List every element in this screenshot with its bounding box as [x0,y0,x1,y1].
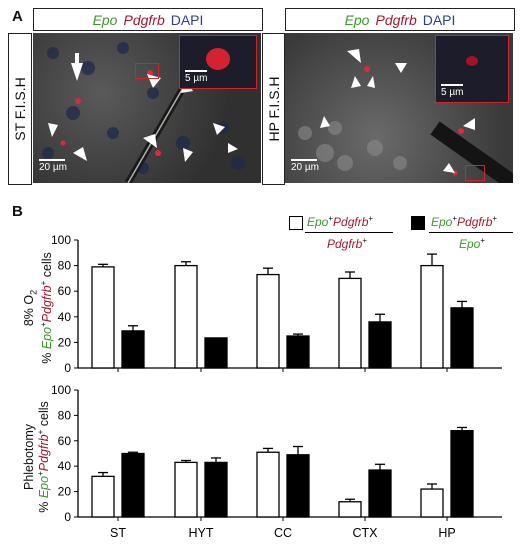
st-micrograph: 5 µm 20 µm [33,33,261,183]
legend-black-numerator: Epo+Pdgfrb+ [431,214,498,229]
chart1-bar-ST-s1 [121,452,145,518]
hp-inset-box [465,165,485,181]
chart1-bar-CTX-s1 [368,469,392,518]
legend-black-swatch [411,216,425,230]
chart1-bar-CC-s0 [256,451,280,518]
hp-micrograph: 5 µm 20 µm [285,33,513,183]
hp-inset-scale: 5 µm [441,84,463,98]
st-inset: 5 µm [179,35,257,89]
chart0-bar-CTX-s1 [368,321,392,369]
chart0-bar-ST-s1 [121,330,145,369]
hp-scale: 20 µm [291,159,319,173]
left-vertical-label: ST F.I.S.H [8,33,32,185]
caption-epo-right: Epo [344,11,370,28]
chart1-ytick-label-100: 100 [51,383,71,397]
chart0-bar-ST-s0 [91,266,115,369]
chart0-ytick-label-40: 40 [58,310,72,324]
chart1-ytick-label-60: 60 [58,434,72,448]
chart0-bar-HYT-s0 [174,264,198,369]
chart0-ytick-label-100: 100 [51,233,71,247]
st-inset-cell [206,48,230,70]
chart1-bar-HYT-s1 [204,461,228,518]
chart0-bar-CTX-s0 [338,277,362,369]
legend-white-denominator: Pdgfrb+ [327,236,368,251]
xtick-label-CTX: CTX [353,526,379,540]
chart0-bar-HYT-s1 [204,337,228,369]
chart0-ytick-label-60: 60 [58,284,72,298]
hp-inset-cell [466,56,478,66]
legend-white-swatch [289,216,303,230]
right-caption: Epo Pdgfrb DAPI [285,8,515,31]
xtick-label-HYT: HYT [189,526,214,540]
panel-a-letter: A [12,8,23,25]
chart0-bar-CC-s1 [286,335,310,369]
legend-black-fraction-bar [429,232,513,233]
legend-white-fraction-bar [305,232,393,233]
hp-micrograph-art [298,49,513,183]
chart0-ytick-label-20: 20 [58,335,72,349]
chart0-ytick-label-80: 80 [58,259,72,273]
st-inset-scale: 5 µm [185,70,207,84]
legend-black-denominator: Epo+ [459,236,486,251]
left-caption: Epo Pdgfrb DAPI [33,8,263,31]
caption-pdgfrb: Pdgfrb [123,11,165,28]
st-micrograph-art [42,42,245,183]
chart1-bar-ST-s0 [91,475,115,518]
hp-inset: 5 µm [435,35,509,103]
panel-b-letter: B [12,203,23,220]
chart1-bar-HP-s1 [450,429,474,518]
chart1-ytick-label-20: 20 [58,485,72,499]
xtick-label-ST: ST [110,526,126,540]
chart1-ytick-label-80: 80 [58,408,72,422]
xtick-label-HP: HP [438,526,455,540]
st-inset-box [135,63,159,79]
legend-white-numerator: Epo+Pdgfrb+ [307,214,374,229]
chart1-bar-HP-s0 [420,488,444,518]
xtick-label-CC: CC [274,526,292,540]
chart1-ytick-label-40: 40 [58,459,72,473]
caption-dapi-right: DAPI [422,11,456,28]
caption-epo: Epo [92,11,118,28]
chart1-bar-CTX-s0 [338,501,362,518]
right-vertical-label: HP F.I.S.H [262,33,285,185]
chart1-ytick-label-0: 0 [64,510,71,524]
caption-pdgfrb-right: Pdgfrb [375,11,417,28]
chart0-bar-HP-s0 [420,264,444,369]
chart0-ytick-label-0: 0 [64,361,71,375]
chart1-bar-CC-s1 [286,454,310,518]
caption-dapi: DAPI [170,11,204,28]
legend: Epo+Pdgfrb+ Pdgfrb+ Epo+Pdgfrb+ Epo+ [283,212,515,260]
st-scale: 20 µm [39,159,67,173]
chart1-bar-HYT-s0 [174,461,198,518]
chart0-bar-HP-s1 [450,307,474,369]
chart0-bar-CC-s0 [256,273,280,369]
